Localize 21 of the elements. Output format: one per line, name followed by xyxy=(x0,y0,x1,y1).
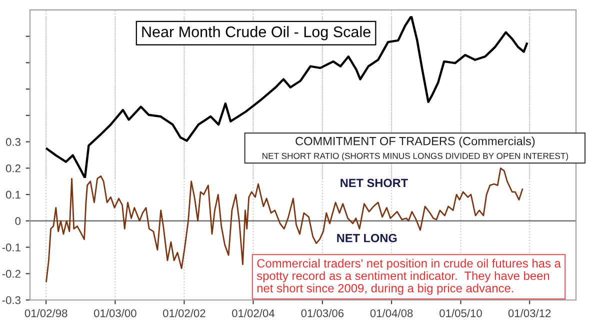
y-tick-label: 0.3 xyxy=(6,138,20,146)
annotation: Commercial traders' net position in crude oil futures has a spotty record as a sentiment indicator. They have been net short since 2009, during a big price advance. xyxy=(256,258,561,295)
text: COMMITMENT OF TRADERS (Commercials) xyxy=(296,136,535,148)
y-tick-label: -0.1 xyxy=(2,244,20,252)
x-tick-label: 01/02/02 xyxy=(163,309,206,318)
annotation: NET LONG xyxy=(337,234,397,242)
x-tick-label: 01/03/00 xyxy=(94,309,136,318)
x-tick-label: 01/05/10 xyxy=(440,309,482,318)
annotation: NET SHORT xyxy=(340,178,408,188)
y-tick-label: 0.1 xyxy=(6,190,20,199)
x-tick-label: 01/02/04 xyxy=(232,309,275,318)
text: NET SHORT RATIO (SHORTS MINUS LONGS DIVIDED BY OPEN INTEREST) xyxy=(262,152,568,161)
text: Near Month Crude Oil - Log Scale xyxy=(142,26,370,40)
y-tick-label: -0.3 xyxy=(2,296,20,304)
x-tick-label: 01/04/08 xyxy=(370,309,413,318)
x-tick-label: 01/03/06 xyxy=(301,309,344,318)
x-tick-label: 01/03/12 xyxy=(508,309,551,318)
x-tick-label: 01/02/98 xyxy=(24,309,68,318)
y-tick-label: 0 xyxy=(15,217,21,226)
y-tick-label: -0.2 xyxy=(2,270,20,278)
y-tick-label: 0.2 xyxy=(6,164,20,172)
